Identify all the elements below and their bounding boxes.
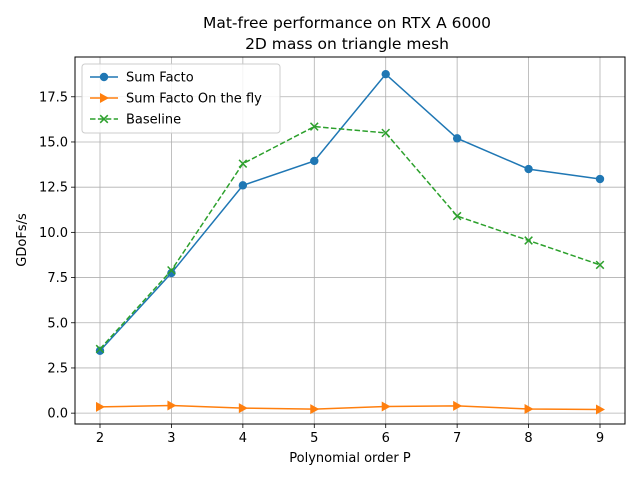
x-tick-label: 2	[96, 431, 104, 446]
x-tick-label: 3	[167, 431, 175, 446]
data-point	[381, 401, 391, 412]
legend: Sum Facto Sum Facto On the fly Baseline	[81, 63, 281, 134]
data-point	[381, 69, 390, 79]
series-sum-facto-on-the-fly	[96, 400, 605, 415]
y-tick-label: 5.0	[47, 316, 68, 331]
y-tick-label: 15.0	[39, 135, 68, 150]
x-tick-label: 6	[382, 431, 390, 446]
chart-title: Mat-free performance on RTX A 6000	[203, 14, 491, 32]
chart-subtitle: 2D mass on triangle mesh	[245, 35, 449, 53]
data-point	[95, 344, 105, 354]
legend-label: Sum Facto	[126, 71, 194, 86]
y-tick-label: 12.5	[39, 181, 68, 196]
legend-label: Baseline	[126, 113, 181, 128]
data-point	[596, 404, 605, 415]
data-point	[524, 236, 533, 245]
legend-label: Sum Facto On the fly	[126, 92, 262, 107]
x-tick-label: 4	[239, 431, 247, 446]
y-tick-label: 7.5	[47, 271, 68, 286]
ticks: 2 3 4 5 6 7 8 9 0.0 2.5 5.0 7.5 10.0 12.5 15.0 17.5	[39, 90, 604, 446]
data-point	[452, 211, 462, 221]
series-line	[99, 404, 601, 411]
series-line	[99, 73, 601, 352]
data-point	[95, 346, 105, 355]
data-point	[96, 401, 105, 412]
data-point	[167, 400, 177, 411]
x-tick-label: 7	[453, 431, 461, 446]
y-tick-label: 10.0	[39, 226, 68, 241]
y-tick-label: 2.5	[47, 361, 68, 376]
legend-box	[81, 63, 281, 134]
y-tick-label: 17.5	[39, 90, 68, 105]
data-point	[167, 265, 176, 275]
x-tick-label: 5	[310, 431, 318, 446]
series-line	[99, 125, 601, 350]
legend-marker	[99, 114, 109, 124]
series-baseline	[95, 122, 605, 354]
data-point	[238, 181, 248, 190]
y-tick-label: 0.0	[47, 407, 68, 422]
x-tick-label: 9	[596, 431, 604, 446]
data-point	[238, 159, 248, 168]
data-point	[524, 164, 533, 174]
data-point	[167, 268, 176, 278]
plot-frame	[74, 56, 626, 425]
series-sum-facto	[95, 69, 605, 355]
data-point	[238, 403, 248, 414]
legend-marker	[99, 72, 109, 82]
data-point	[381, 128, 391, 138]
data-point	[524, 403, 534, 414]
data-point	[309, 122, 319, 131]
x-axis-label: Polynomial order P	[289, 451, 411, 466]
x-tick-label: 8	[524, 431, 532, 446]
data-point	[310, 404, 320, 415]
data-point	[452, 134, 462, 143]
legend-marker	[100, 93, 109, 103]
data-point	[595, 174, 605, 184]
data-point	[310, 156, 319, 166]
data-point	[453, 400, 463, 411]
data-point	[595, 260, 605, 270]
series-layer	[95, 69, 605, 415]
y-axis-label: GDoFs/s	[15, 213, 30, 267]
